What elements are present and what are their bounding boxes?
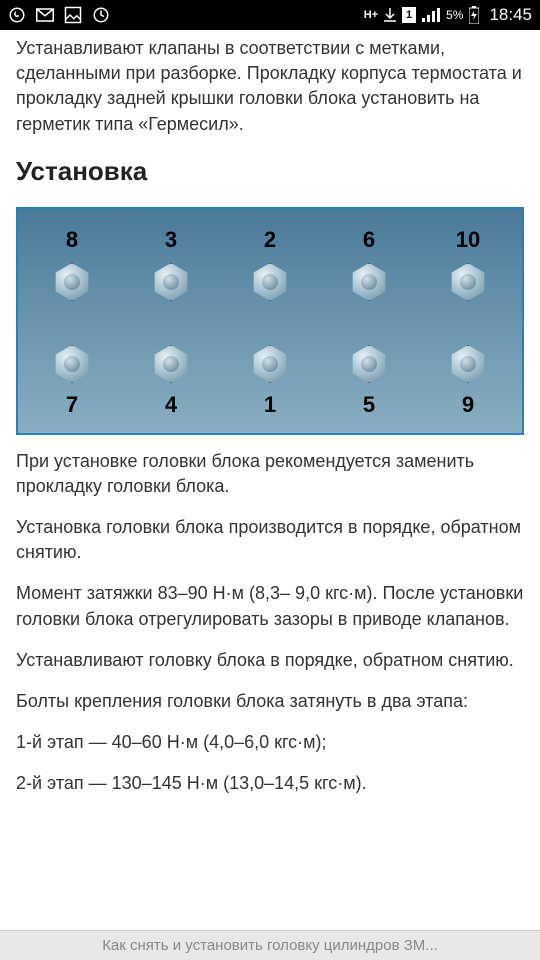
bolt-cell: 6 bbox=[339, 225, 399, 302]
bolt-cell: 4 bbox=[141, 344, 201, 421]
bolt-cell: 3 bbox=[141, 225, 201, 302]
bolt-icon bbox=[151, 262, 191, 302]
signal-icon bbox=[422, 8, 440, 22]
bolt-icon bbox=[349, 262, 389, 302]
section-heading: Установка bbox=[16, 153, 524, 189]
bolt-icon bbox=[151, 344, 191, 384]
whatsapp-icon bbox=[8, 6, 26, 24]
image-icon bbox=[64, 6, 82, 24]
bolt-label: 10 bbox=[456, 225, 480, 256]
bolt-label: 1 bbox=[264, 390, 276, 421]
paragraph: 2-й этап — 130–145 Н·м (13,0–14,5 кгс·м)… bbox=[16, 771, 524, 796]
status-left-icons bbox=[8, 6, 110, 24]
bottom-toast-text: Как снять и установить головку цилиндров… bbox=[102, 937, 438, 954]
article-content[interactable]: Устанавливают клапаны в соответствии с м… bbox=[0, 36, 540, 797]
bottom-toast[interactable]: Как снять и установить головку цилиндров… bbox=[0, 930, 540, 960]
bolt-cell: 9 bbox=[438, 344, 498, 421]
download-icon bbox=[384, 8, 396, 22]
bolt-icon bbox=[448, 344, 488, 384]
battery-icon bbox=[469, 6, 479, 24]
intro-paragraph: Устанавливают клапаны в соответствии с м… bbox=[16, 36, 524, 137]
bolt-label: 6 bbox=[363, 225, 375, 256]
paragraph: 1-й этап — 40–60 Н·м (4,0–6,0 кгс·м); bbox=[16, 730, 524, 755]
bolt-icon bbox=[52, 262, 92, 302]
paragraph: При установке головки блока рекомендуетс… bbox=[16, 449, 524, 499]
sync-icon bbox=[92, 6, 110, 24]
bolt-label: 7 bbox=[66, 390, 78, 421]
bolt-cell: 7 bbox=[42, 344, 102, 421]
bolt-label: 5 bbox=[363, 390, 375, 421]
bolt-icon bbox=[52, 344, 92, 384]
paragraph: Устанавливают головку блока в порядке, о… bbox=[16, 648, 524, 673]
data-icon: H+ bbox=[364, 9, 378, 21]
bolt-label: 9 bbox=[462, 390, 474, 421]
bolt-torque-diagram: 8 3 2 6 10 7 bbox=[16, 207, 524, 435]
bolt-row-top: 8 3 2 6 10 bbox=[34, 225, 506, 302]
bolt-label: 3 bbox=[165, 225, 177, 256]
clock-text: 18:45 bbox=[489, 5, 532, 25]
bolt-cell: 8 bbox=[42, 225, 102, 302]
mail-icon bbox=[36, 8, 54, 22]
sim-icon: 1 bbox=[402, 7, 416, 23]
bolt-cell: 1 bbox=[240, 344, 300, 421]
bolt-icon bbox=[250, 344, 290, 384]
bolt-icon bbox=[448, 262, 488, 302]
paragraph: Установка головки блока производится в п… bbox=[16, 515, 524, 565]
bolt-label: 4 bbox=[165, 390, 177, 421]
bolt-cell: 5 bbox=[339, 344, 399, 421]
bolt-cell: 2 bbox=[240, 225, 300, 302]
bolt-label: 8 bbox=[66, 225, 78, 256]
bolt-icon bbox=[349, 344, 389, 384]
paragraph: Момент затяжки 83–90 Н·м (8,3– 9,0 кгс·м… bbox=[16, 581, 524, 631]
bolt-row-bottom: 7 4 1 5 9 bbox=[34, 344, 506, 421]
paragraph: Болты крепления головки блока затянуть в… bbox=[16, 689, 524, 714]
bolt-cell: 10 bbox=[438, 225, 498, 302]
status-bar: H+ 1 5% 18:45 bbox=[0, 0, 540, 30]
battery-pct: 5% bbox=[446, 8, 463, 22]
bolt-label: 2 bbox=[264, 225, 276, 256]
status-right-icons: H+ 1 5% 18:45 bbox=[364, 5, 532, 25]
bolt-icon bbox=[250, 262, 290, 302]
